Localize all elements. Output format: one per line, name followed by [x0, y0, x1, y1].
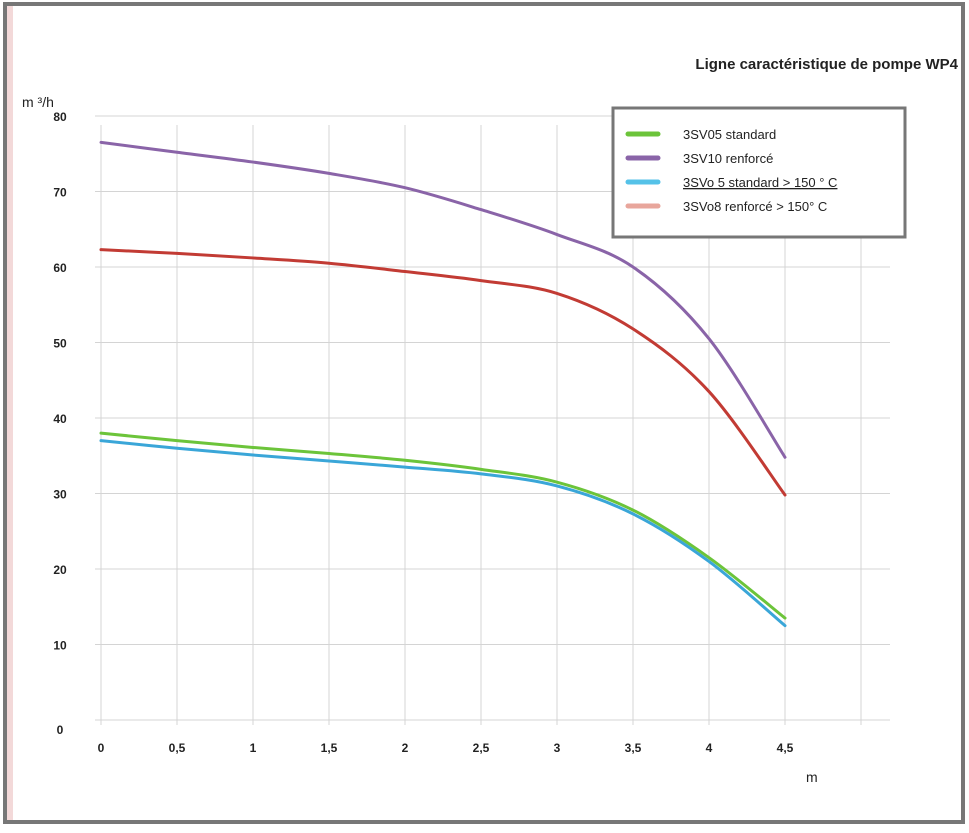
y-tick-label-8: 80: [53, 110, 67, 124]
x-tick-label-3: 1,5: [321, 741, 338, 755]
x-tick-label-4: 2: [402, 741, 409, 755]
legend-label-3: 3SVo8 renforcé > 150° C: [683, 199, 827, 214]
legend-label-0: 3SV05 standard: [683, 127, 776, 142]
y-tick-label-2: 20: [53, 563, 67, 577]
legend-label-2: 3SVo 5 standard > 150 ° C: [683, 175, 837, 190]
y-tick-label-7: 70: [53, 186, 67, 200]
y-tick-label-6: 60: [53, 261, 67, 275]
y-tick-label-1: 10: [53, 639, 67, 653]
series-line-3sv10-renforc: [99, 140, 787, 459]
x-axis-label: m: [806, 769, 818, 785]
y-axis-label: m ³/h: [22, 94, 54, 110]
legend-label-1: 3SV10 renforcé: [683, 151, 773, 166]
series-line-3sv05-standard: [99, 431, 787, 620]
x-tick-label-0: 0: [98, 741, 105, 755]
chart-title: Ligne caractéristique de pompe WP4: [695, 56, 958, 73]
x-tick-label-6: 3: [554, 741, 561, 755]
grid: [95, 115, 890, 725]
x-axis-ticks: 0 0,5 1 1,5 2 2,5 3 3,5 4 4,5: [98, 741, 794, 755]
y-axis-ticks: 0 10 20 30 40 50 60 70 80: [53, 110, 67, 737]
left-edge-tint: [7, 6, 13, 820]
series-line-3svo8-renforc-150-c: [99, 248, 787, 497]
x-tick-label-5: 2,5: [473, 741, 490, 755]
y-tick-label-4: 40: [53, 412, 67, 426]
series-line-3svo-5-standard-150-c: [99, 439, 787, 628]
y-tick-label-0: 0: [57, 723, 64, 737]
legend: 3SV05 standard 3SV10 renforcé 3SVo 5 stand…: [611, 106, 907, 239]
x-tick-label-1: 0,5: [169, 741, 186, 755]
legend-box: [611, 106, 907, 239]
x-tick-label-2: 1: [250, 741, 257, 755]
x-tick-label-9: 4,5: [777, 741, 794, 755]
x-tick-label-8: 4: [706, 741, 713, 755]
y-tick-label-3: 30: [53, 488, 67, 502]
series-lines: [99, 140, 787, 628]
x-tick-label-7: 3,5: [625, 741, 642, 755]
y-tick-label-5: 50: [53, 337, 67, 351]
